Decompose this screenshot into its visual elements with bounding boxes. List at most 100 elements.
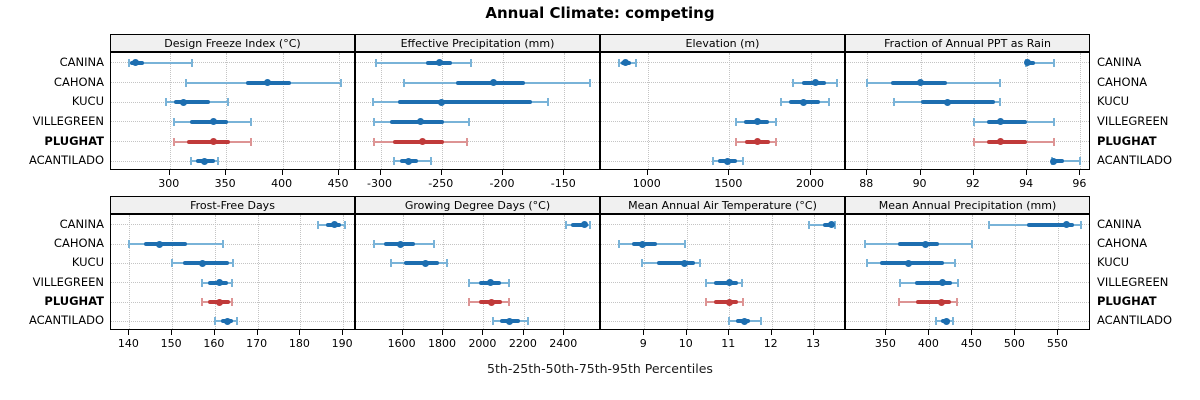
whisker-cap-right [227,98,230,107]
median-dot [489,79,497,86]
whisker-cap-right [547,98,550,107]
whisker-cap-right [740,278,743,287]
iqr-bar [987,139,1028,144]
gridline-v [129,215,131,329]
whisker-line [129,61,193,64]
axis-tick-label: 2000 [796,177,825,190]
whisker-cap-right [231,278,233,287]
gridline-v [973,53,975,169]
axis-tick [885,330,887,335]
axis-tick [646,170,648,175]
site-label-left-canina: CANINA [59,216,104,231]
median-dot [435,59,443,67]
whisker-cap-left [213,317,216,326]
axis-tick [482,330,484,335]
axis-tick-label: 1800 [428,337,457,350]
axis-tick-label: 350 [874,337,896,350]
whisker-cap-right [236,317,239,326]
iqr-bar [392,139,445,144]
whisker-cap-left [373,117,376,126]
whisker-cap-right [432,240,435,248]
site-label-right-acantilado: ACANTILADO [1097,313,1173,328]
axis-tick [299,330,301,335]
whisker-cap-right [508,278,511,287]
axis-tick [401,330,403,335]
median-dot [422,259,430,267]
median-dot [681,259,689,267]
axis-tick-label: 12 [763,337,778,350]
median-dot [201,157,209,165]
axis-tick-label: 1600 [387,337,416,350]
gridline-h [356,62,599,64]
gridline-v [644,215,646,329]
site-label-left-acantilado: ACANTILADO [28,313,104,328]
iqr-bar [920,100,996,105]
panel-strip: Effective Precipitation (mm) [355,34,600,52]
axis-tick [1057,330,1059,335]
site-label-left-canina: CANINA [59,54,104,69]
whisker-cap-left [704,298,707,306]
median-dot [996,138,1004,145]
site-label-left-cahona: CAHONA [53,74,104,89]
gridline-h [846,141,1089,142]
gridline-v [972,215,974,329]
whisker-cap-left [987,220,990,229]
axis-tick-label: 2200 [508,337,537,350]
whisker-cap-left [184,78,187,87]
iqr-bar [571,222,589,227]
gridline-v [380,53,382,169]
axis-tick-label: -150 [550,177,576,190]
iqr-bar [174,100,211,105]
whisker-cap-left [898,298,901,306]
whisker-cap-left [617,58,620,67]
site-label-right-cahona: CAHONA [1097,74,1148,89]
axis-tick-label: 170 [246,337,268,350]
site-label-right-villegreen: VILLEGREEN [1097,274,1169,289]
median-dot [937,298,945,306]
median-dot [215,279,223,287]
median-dot [487,279,495,287]
panel-body [355,52,600,170]
gridline-v [214,215,216,329]
whisker-cap-right [343,220,346,229]
axis-tick-label: 450 [960,337,982,350]
gridline-h [601,101,844,103]
gridline-v [1080,53,1082,169]
iqr-bar [1027,222,1074,227]
gridline-h [111,224,354,226]
panel-body [355,214,600,330]
axis-tick-label: -250 [428,177,454,190]
whisker-cap-right [250,137,252,146]
whisker-cap-left [392,157,395,166]
whisker-cap-right [634,58,637,67]
gridline-v [929,215,931,329]
gridline-v [771,215,773,329]
whisker-cap-left [491,317,494,326]
axis-tick-label: 11 [721,337,736,350]
axis-tick-label: 400 [917,337,939,350]
gridline-v [402,215,404,329]
whisker-cap-right [760,317,763,326]
gridline-h [356,262,599,264]
axis-tick [685,330,687,335]
gridline-h [356,243,599,245]
whisker-cap-right [955,298,958,306]
axis-tick [342,330,344,335]
whisker-line [375,61,472,64]
whisker-cap-left [617,240,620,248]
median-dot [215,298,223,306]
whisker-cap-right [1052,58,1055,67]
gridline-h [356,141,599,142]
median-dot [811,79,819,86]
gridline-h [846,320,1089,322]
median-dot [943,317,951,325]
site-label-right-kucu: KUCU [1097,255,1130,270]
whisker-cap-right [429,157,432,166]
site-label-right-plughat: PLUGHAT [1097,133,1157,148]
median-dot [264,79,272,86]
median-dot [740,317,748,325]
whisker-cap-left [972,117,975,126]
median-dot [488,298,496,306]
median-dot [417,118,425,126]
gridline-v [1058,215,1060,329]
